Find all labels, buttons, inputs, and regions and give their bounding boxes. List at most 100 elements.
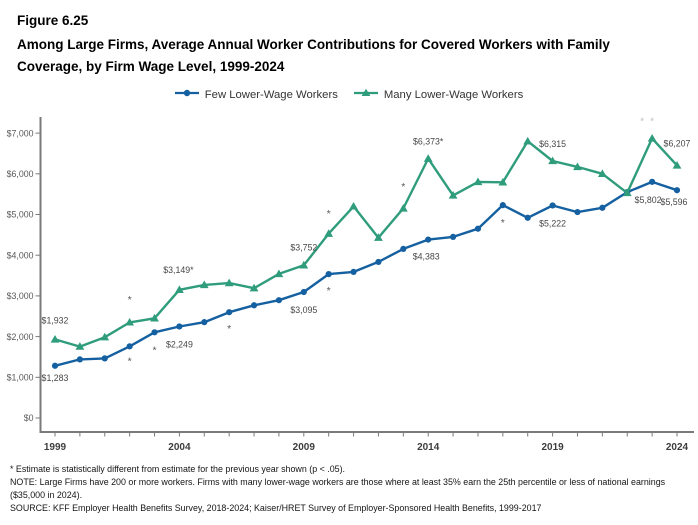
x-tick-label: 1999 — [44, 442, 67, 453]
point-value-label: $6,315 — [539, 139, 566, 149]
data-point-many — [175, 285, 184, 294]
data-point-many — [349, 201, 358, 210]
point-value-label: $3,752 — [290, 242, 317, 252]
data-point-many — [299, 260, 309, 269]
data-point-many — [150, 313, 159, 322]
point-value-label: $1,283 — [42, 373, 69, 383]
data-point-few — [350, 268, 357, 275]
data-point-few — [325, 271, 332, 278]
significance-asterisk: * — [128, 294, 132, 306]
data-point-few — [201, 319, 208, 326]
significance-asterisk: * — [152, 344, 156, 356]
footnotes: * Estimate is statistically different fr… — [10, 463, 682, 515]
x-tick-label: 2009 — [293, 442, 316, 453]
data-point-many — [622, 188, 632, 197]
few-series-legend-icon — [174, 88, 199, 101]
data-point-few — [524, 214, 531, 221]
data-point-many — [274, 269, 284, 278]
point-value-label: $5,802 — [635, 195, 662, 205]
data-point-many — [324, 229, 334, 237]
data-point-few — [673, 187, 681, 194]
data-point-many — [374, 233, 383, 241]
significance-asterisk: * — [501, 217, 505, 229]
data-point-many — [523, 136, 533, 145]
chart-legend: Few Lower-Wage Workers Many Lower-Wage W… — [0, 88, 698, 101]
data-point-many — [199, 280, 209, 289]
point-value-label: $5,222 — [539, 218, 566, 228]
x-tick-label: 2024 — [666, 442, 689, 453]
data-point-few — [151, 329, 158, 336]
y-tick-label: $6,000 — [7, 169, 34, 179]
data-point-many — [647, 133, 657, 142]
data-point-few — [649, 178, 656, 185]
page-title: Among Large Firms, Average Annual Worker… — [17, 37, 610, 74]
data-point-few — [176, 323, 183, 330]
x-tick-label: 2019 — [541, 442, 564, 453]
data-point-many — [398, 203, 408, 212]
figure-number: Figure 6.25 — [17, 13, 89, 28]
series-line-many — [53, 137, 679, 348]
point-value-label: $1,932 — [42, 315, 69, 325]
y-tick-label: $3,000 — [7, 291, 34, 301]
y-tick-label: $5,000 — [7, 210, 34, 220]
data-point-few — [574, 208, 581, 216]
data-point-many — [423, 154, 433, 162]
significance-asterisk: * — [640, 116, 644, 128]
data-point-many — [473, 177, 483, 186]
many-series-legend-icon — [353, 88, 378, 101]
data-point-few — [300, 288, 307, 296]
point-value-label: $3,095 — [290, 305, 317, 315]
data-point-many — [672, 160, 682, 169]
data-point-few — [449, 233, 457, 240]
data-point-many — [548, 156, 557, 165]
data-point-few — [51, 362, 59, 369]
data-point-few — [599, 204, 606, 211]
y-tick-label: $4,000 — [7, 250, 34, 260]
significance-asterisk: * — [128, 355, 132, 367]
series-line-few — [53, 180, 679, 367]
significance-asterisk: * — [327, 285, 331, 297]
legend-item-many: Many Lower-Wage Workers — [353, 88, 524, 101]
point-value-label: $5,596 — [661, 197, 688, 207]
y-tick-label: $1,000 — [7, 373, 34, 383]
significance-asterisk: * — [227, 323, 231, 335]
point-value-label: $6,207 — [664, 138, 691, 148]
significance-asterisk: * — [401, 181, 405, 193]
legend-label-few: Few Lower-Wage Workers — [204, 88, 338, 101]
data-point-few — [474, 225, 482, 232]
data-point-few — [226, 309, 233, 316]
legend-label-many: Many Lower-Wage Workers — [383, 88, 524, 101]
y-tick-label: $2,000 — [7, 332, 34, 342]
data-point-few — [76, 356, 83, 363]
footnote-note: NOTE: Large Firms have 200 or more worke… — [10, 477, 666, 500]
data-point-many — [597, 169, 607, 177]
data-point-few — [126, 343, 133, 350]
point-value-label: $4,383 — [413, 252, 440, 262]
point-value-label: $2,249 — [166, 339, 193, 349]
data-point-many — [125, 317, 135, 326]
data-point-many — [224, 278, 234, 287]
data-point-many — [75, 342, 85, 350]
data-point-few — [549, 202, 556, 209]
data-point-few — [499, 202, 506, 209]
data-point-few — [250, 302, 258, 309]
data-point-few — [275, 297, 283, 304]
data-point-few — [101, 355, 108, 362]
data-point-many — [573, 162, 582, 171]
data-point-few — [375, 258, 382, 266]
y-tick-label: $7,000 — [7, 128, 34, 138]
point-value-label: $6,373* — [413, 137, 444, 147]
footnote-asterisk: * Estimate is statistically different fr… — [10, 464, 346, 474]
data-point-many — [249, 283, 259, 292]
x-tick-label: 2014 — [417, 442, 440, 453]
significance-asterisk: * — [650, 116, 654, 128]
y-tick-label: $0 — [24, 413, 34, 423]
data-point-many — [498, 177, 508, 186]
data-point-many — [100, 332, 110, 341]
significance-asterisk: * — [327, 208, 331, 220]
data-point-many — [50, 334, 60, 343]
legend-item-few: Few Lower-Wage Workers — [174, 88, 338, 101]
x-tick-label: 2004 — [168, 442, 191, 453]
data-point-many — [448, 190, 458, 199]
